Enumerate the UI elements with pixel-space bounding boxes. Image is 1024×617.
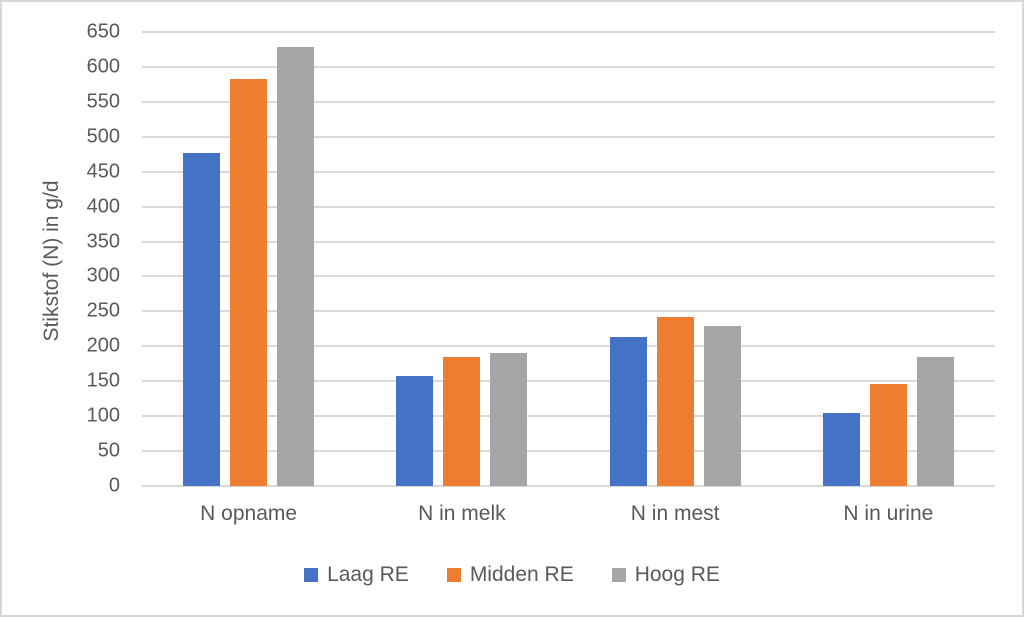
gridline <box>142 415 995 418</box>
bar-group-n-in-urine <box>782 32 995 486</box>
y-axis-tick-label: 350 <box>86 230 120 253</box>
legend-swatch-icon <box>446 568 461 582</box>
gridline <box>142 310 995 313</box>
y-axis-tick-label: 400 <box>86 195 120 218</box>
gridline <box>142 275 995 278</box>
bar-midden-re <box>869 384 907 486</box>
bar-hoog-re <box>277 46 315 486</box>
legend-label: Midden RE <box>469 563 574 586</box>
x-axis-category-labels: N opname N in melk N in mest N in urine <box>142 502 995 526</box>
bar-group-n-in-melk <box>355 32 568 486</box>
gridline <box>142 135 995 138</box>
bar-laag-re <box>183 152 221 486</box>
gridline <box>142 485 995 487</box>
y-axis-tick-label: 650 <box>86 20 120 43</box>
y-axis-tick-label: 600 <box>86 55 120 78</box>
bar-laag-re <box>609 337 647 486</box>
bar-group-n-opname <box>142 32 355 486</box>
legend-item-midden-re: Midden RE <box>446 563 574 587</box>
bar-groups <box>142 32 995 486</box>
y-axis-tick-label: 200 <box>86 334 120 357</box>
bar-laag-re <box>822 412 860 486</box>
legend-label: Laag RE <box>327 563 409 586</box>
bar-midden-re <box>656 316 694 486</box>
legend-swatch-icon <box>611 568 626 582</box>
y-axis-tick-label: 450 <box>86 160 120 183</box>
plot-area <box>142 31 995 487</box>
y-axis-tick-label: 550 <box>86 90 120 113</box>
bar-hoog-re <box>703 326 741 486</box>
y-axis-tick-label: 500 <box>86 125 120 148</box>
bar-midden-re <box>443 357 481 486</box>
bar-laag-re <box>396 375 434 486</box>
y-axis-tick-label: 100 <box>86 404 120 427</box>
legend-swatch-icon <box>304 568 319 582</box>
gridline <box>142 450 995 453</box>
legend-item-laag-re: Laag RE <box>304 563 409 587</box>
legend: Laag RE Midden RE Hoog RE <box>2 563 1022 587</box>
gridline <box>142 345 995 348</box>
legend-label: Hoog RE <box>634 563 720 586</box>
y-axis-tick-labels: 0 50 100 150 200 250 300 350 400 450 500 550 600 650 <box>2 21 120 497</box>
gridline <box>142 65 995 68</box>
x-axis-category-label: N in mest <box>630 502 720 525</box>
y-axis-tick-label: 300 <box>86 264 120 287</box>
gridline <box>142 100 995 103</box>
gridline <box>142 31 995 33</box>
legend-item-hoog-re: Hoog RE <box>611 563 720 587</box>
y-axis-tick-label: 50 <box>97 439 120 462</box>
bar-hoog-re <box>916 356 954 486</box>
x-axis-category-label: N in urine <box>843 502 934 525</box>
bar-hoog-re <box>490 352 528 486</box>
x-axis-category-label: N opname <box>200 502 298 525</box>
gridline <box>142 240 995 243</box>
y-axis-tick-label: 150 <box>86 369 120 392</box>
bar-group-n-in-mest <box>569 32 782 486</box>
y-axis-tick-label: 250 <box>86 299 120 322</box>
gridline <box>142 170 995 173</box>
y-axis-tick-label: 0 <box>108 474 120 497</box>
x-axis-category-label: N in melk <box>418 502 506 525</box>
gridline <box>142 380 995 383</box>
bar-midden-re <box>230 78 268 486</box>
gridline <box>142 205 995 208</box>
